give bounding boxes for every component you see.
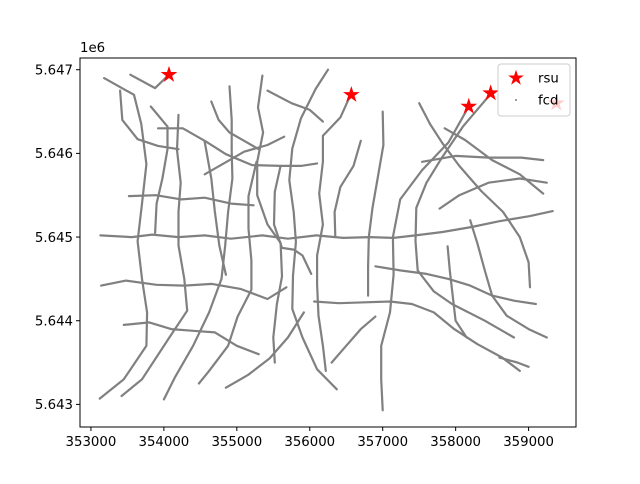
fcd-road — [98, 77, 149, 400]
fcd-road — [367, 110, 385, 297]
x-tick-label: 358000 — [430, 435, 481, 450]
rsu-star-marker — [460, 97, 478, 114]
fcd-road — [256, 74, 284, 364]
legend-box — [497, 63, 571, 117]
legend: rsu fcd — [497, 63, 571, 117]
fcd-road — [197, 160, 258, 385]
x-tick-label: 354000 — [138, 435, 189, 450]
fcd-road — [418, 102, 532, 289]
legend-label: rsu — [538, 72, 559, 87]
x-tick-label: 359000 — [503, 435, 554, 450]
x-tick-label: 357000 — [357, 435, 408, 450]
rsu-star-marker — [160, 65, 178, 82]
fcd-road — [210, 100, 260, 151]
fcd-road-layer — [98, 68, 554, 412]
fcd-road — [438, 177, 548, 210]
legend-label: fcd — [538, 94, 558, 109]
x-tick-label: 356000 — [284, 435, 335, 450]
fcd-road — [127, 194, 255, 207]
fcd-road — [129, 73, 171, 90]
fcd-road — [203, 140, 227, 276]
fcd-road — [421, 154, 545, 163]
fcd-road — [330, 315, 377, 364]
y-tick-label: 5.646 — [35, 147, 73, 162]
fcd-road — [122, 321, 260, 356]
fcd-road — [156, 127, 319, 167]
fcd-road — [149, 105, 169, 234]
x-axis: 353000 354000 355000 356000 357000 358000 3590… — [66, 427, 554, 450]
rsu-star-marker — [482, 84, 500, 101]
y-axis: 5.643 5.644 5.645 5.646 5.647 — [35, 64, 80, 413]
fcd-road — [414, 93, 516, 339]
y-tick-label: 5.643 — [35, 398, 73, 413]
fcd-road — [224, 311, 305, 389]
fcd-road — [162, 85, 234, 401]
fcd-road — [333, 139, 362, 239]
legend-fcd-dot-icon — [515, 99, 517, 101]
fcd-road — [266, 89, 324, 123]
fcd-road — [374, 265, 537, 306]
fcd-road — [100, 279, 288, 301]
fcd-road — [119, 89, 180, 151]
y-tick-label: 5.644 — [35, 315, 73, 330]
legend-rsu-star-icon — [508, 69, 524, 85]
axes-frame — [79, 57, 577, 428]
fcd-road — [498, 356, 530, 368]
x-tick-label: 353000 — [66, 435, 117, 450]
fcd-road — [380, 110, 467, 412]
fcd-road — [316, 93, 352, 372]
fcd-road — [446, 245, 468, 339]
fcd-road — [120, 113, 189, 398]
y-tick-label: 5.645 — [35, 231, 73, 246]
rsu-star-marker — [342, 86, 360, 102]
x-tick-label: 355000 — [211, 435, 262, 450]
fcd-road — [313, 300, 521, 372]
y-tick-label: 5.647 — [35, 64, 73, 79]
fcd-road — [315, 210, 554, 239]
fcd-road — [272, 164, 313, 275]
fcd-road — [288, 68, 338, 391]
y-offset-label: 1e6 — [80, 41, 105, 56]
fcd-road — [203, 135, 286, 176]
